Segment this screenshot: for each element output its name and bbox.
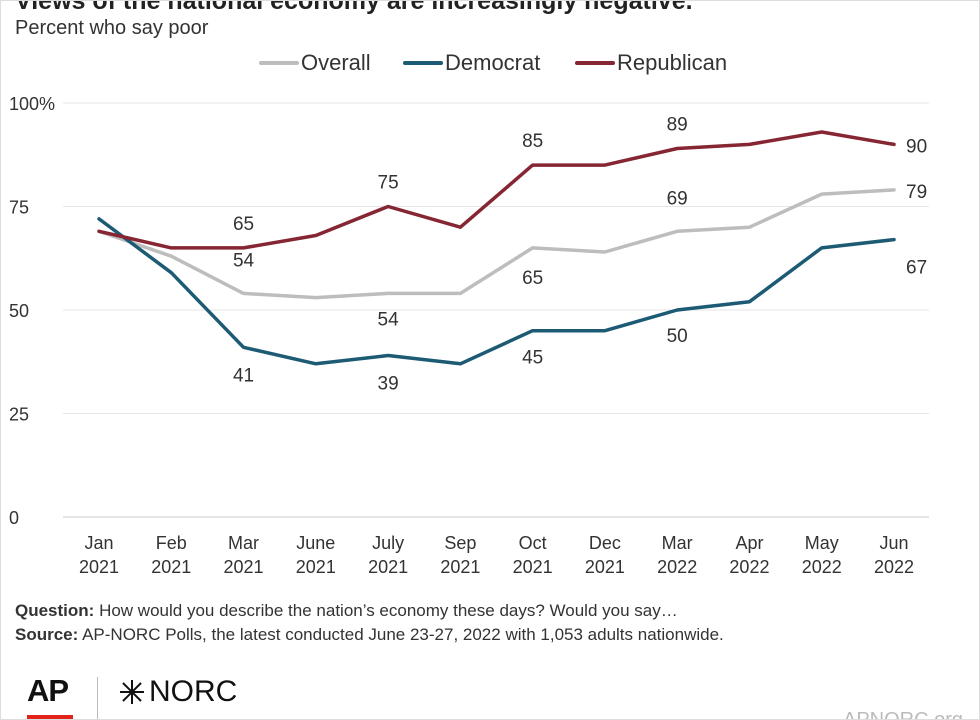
x-tick-label: Mar	[662, 533, 693, 553]
x-tick-label: 2022	[802, 557, 842, 577]
y-tick-label: 25	[9, 405, 29, 425]
legend-label-overall: Overall	[301, 50, 371, 75]
legend-swatch-republican	[575, 61, 615, 65]
x-tick-label: 2022	[729, 557, 769, 577]
x-tick-label: Apr	[735, 533, 763, 553]
x-tick-label: 2022	[874, 557, 914, 577]
norc-star-icon	[120, 680, 144, 704]
logo-divider	[97, 677, 98, 719]
data-label-republican: 89	[667, 115, 688, 136]
ap-logo: AP	[27, 673, 69, 708]
data-label-democrat: 39	[378, 374, 399, 395]
data-label-democrat: 41	[233, 365, 254, 386]
data-label-republican: 85	[522, 131, 543, 152]
x-tick-label: Oct	[519, 533, 547, 553]
x-tick-label: 2021	[79, 557, 119, 577]
x-tick-label: Jan	[84, 533, 113, 553]
chart-subtitle: Percent who say poor	[15, 17, 209, 39]
x-tick-label: July	[372, 533, 404, 553]
x-tick-label: 2021	[368, 557, 408, 577]
y-tick-label: 75	[9, 198, 29, 218]
ap-logo-bar	[27, 715, 73, 719]
legend-item-republican: Republican	[575, 50, 727, 76]
data-label-overall: 69	[667, 188, 688, 209]
question-text: How would you describe the nation’s econ…	[99, 601, 678, 620]
data-label-republican: 90	[906, 136, 927, 157]
data-label-overall: 54	[233, 250, 255, 271]
site-url: APNORC.org	[843, 709, 964, 720]
chart-title: Views of the national economy are increa…	[15, 0, 693, 15]
y-tick-label: 50	[9, 301, 29, 321]
x-tick-label: Sep	[444, 533, 476, 553]
series-line-overall	[97, 188, 896, 300]
data-label-democrat: 50	[667, 326, 688, 347]
x-tick-label: Feb	[156, 533, 187, 553]
x-tick-label: 2022	[657, 557, 697, 577]
norc-logo-text: NORC	[149, 675, 238, 708]
y-tick-label: 100%	[9, 94, 55, 114]
legend: Overall Democrat Republican	[1, 50, 979, 78]
series-line-republican	[97, 130, 896, 250]
data-label-overall: 65	[522, 268, 543, 289]
x-tick-label: 2021	[151, 557, 191, 577]
x-tick-label: May	[805, 533, 839, 553]
x-tick-label: Mar	[228, 533, 259, 553]
x-tick-label: Jun	[879, 533, 908, 553]
legend-item-democrat: Democrat	[403, 50, 540, 76]
source-text: AP-NORC Polls, the latest conducted June…	[82, 625, 724, 644]
data-label-overall: 79	[906, 182, 927, 203]
y-tick-label: 0	[9, 508, 19, 528]
data-label-republican: 75	[378, 173, 399, 194]
legend-swatch-overall	[259, 61, 299, 65]
x-tick-label: 2021	[440, 557, 480, 577]
data-label-democrat: 67	[906, 258, 927, 279]
source-label: Source:	[15, 625, 79, 644]
line-chart: 0 25 50 75 100% Jan 2021 Feb 2021 Mar 2021 June 2021…	[9, 94, 929, 577]
x-tick-label: 2021	[585, 557, 625, 577]
legend-item-overall: Overall	[259, 50, 371, 76]
data-label-republican: 65	[233, 214, 254, 235]
x-tick-label: 2021	[513, 557, 553, 577]
legend-swatch-democrat	[403, 61, 443, 65]
question-label: Question:	[15, 601, 95, 620]
question-note: Question: How would you describe the nat…	[15, 601, 678, 621]
legend-label-democrat: Democrat	[445, 50, 541, 75]
norc-logo: NORC	[119, 675, 237, 709]
series-line-democrat	[97, 217, 896, 366]
data-label-democrat: 45	[522, 348, 543, 369]
x-tick-label: 2021	[224, 557, 264, 577]
legend-label-republican: Republican	[617, 50, 728, 75]
source-note: Source: AP-NORC Polls, the latest conduc…	[15, 625, 724, 645]
x-tick-label: 2021	[296, 557, 336, 577]
data-label-overall: 54	[378, 309, 400, 330]
x-tick-label: Dec	[589, 533, 621, 553]
x-tick-label: June	[296, 533, 335, 553]
